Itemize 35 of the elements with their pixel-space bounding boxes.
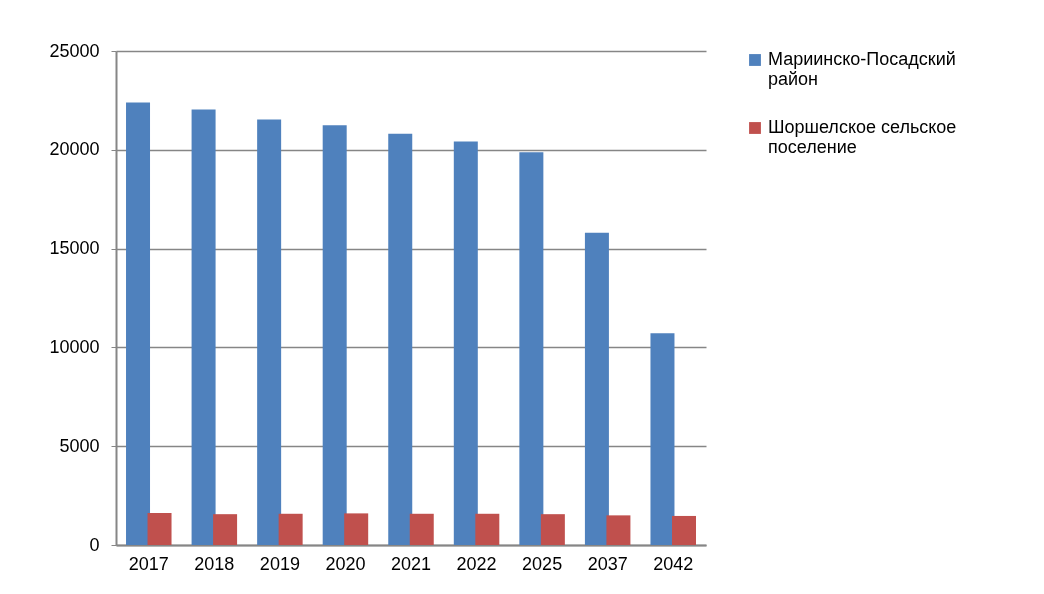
legend-label: Мариинско-Посадский район bbox=[768, 49, 956, 89]
y-tick-label: 25000 bbox=[49, 40, 100, 61]
bar bbox=[278, 513, 303, 545]
x-tick-label: 2017 bbox=[128, 553, 169, 574]
bar bbox=[650, 333, 675, 545]
y-tick-label: 10000 bbox=[49, 336, 100, 357]
x-tick-label: 2021 bbox=[390, 553, 432, 574]
x-tick-label: 2025 bbox=[522, 553, 563, 574]
y-tick-label: 20000 bbox=[49, 139, 100, 160]
y-tick-label: 5000 bbox=[59, 435, 100, 456]
x-tick-label: 2018 bbox=[194, 553, 235, 574]
bar bbox=[322, 125, 347, 545]
bar bbox=[257, 119, 282, 545]
legend-label: Шоршелское сельское поселение bbox=[768, 117, 957, 157]
bar bbox=[606, 515, 631, 545]
bar bbox=[126, 102, 151, 545]
bar bbox=[540, 514, 565, 545]
x-tick-label: 2042 bbox=[653, 553, 694, 574]
bar bbox=[519, 152, 544, 545]
x-tick-label: 2019 bbox=[259, 553, 300, 574]
y-tick-label: 0 bbox=[89, 534, 100, 555]
y-tick-label: 15000 bbox=[49, 238, 100, 259]
bar bbox=[584, 232, 609, 545]
x-tick-label: 2020 bbox=[325, 553, 366, 574]
bar bbox=[453, 141, 478, 545]
bar bbox=[475, 513, 500, 545]
bar bbox=[409, 513, 434, 545]
x-tick-label: 2037 bbox=[587, 553, 628, 574]
bar bbox=[344, 513, 369, 545]
bar bbox=[388, 133, 413, 545]
x-tick-label: 2022 bbox=[456, 553, 497, 574]
bar bbox=[671, 515, 696, 545]
bar bbox=[213, 514, 238, 545]
bar bbox=[147, 512, 172, 545]
bar bbox=[191, 109, 216, 545]
